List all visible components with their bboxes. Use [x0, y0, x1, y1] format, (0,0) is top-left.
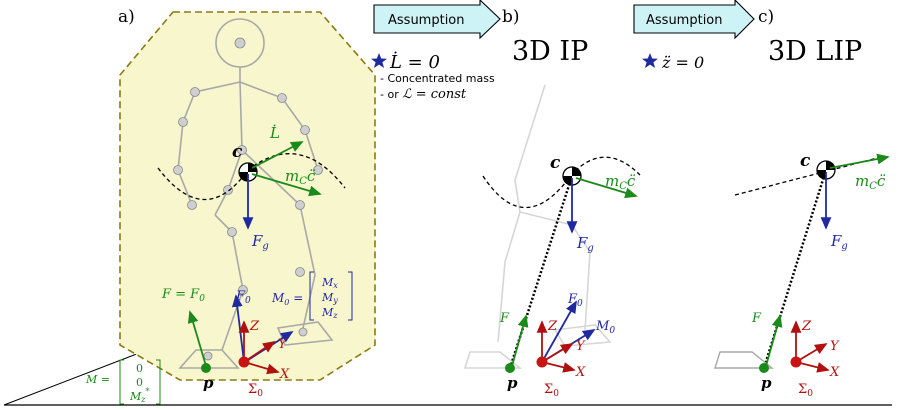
panel-b-label: b) [502, 7, 520, 27]
assumption-b-conditions: L̇ = 0 - Concentrated mass - or ℒ = cons… [371, 51, 495, 102]
assumption-b-bullet1: - Concentrated mass [380, 72, 495, 85]
assumption-b-condition: L̇ = 0 [389, 51, 440, 73]
m0-matrix-z: Mz [321, 306, 338, 320]
star-icon [371, 53, 387, 68]
assumption-arrow-1: Assumption [373, 0, 501, 40]
y-label-c: Y [830, 339, 840, 354]
sigma-label-b: Σ0 [544, 382, 559, 399]
m-matrix [119, 359, 161, 405]
z-label-a: Z [249, 319, 260, 334]
m-matrix-1: 0 [136, 376, 143, 389]
panel-c: c) 3D LIP c mCc̈ Fg F Z X Y Σ0 p [714, 7, 890, 399]
m0-eq-label: M0 = [271, 291, 303, 307]
y-axis-c [795, 343, 828, 363]
foot-c [714, 351, 774, 369]
panel-a: c L̇ mCc̈ Fg F = F0 F0 M0 = Mx My Mz Z X… [85, 7, 376, 405]
assumption-arrow-1-text: Assumption [388, 13, 465, 28]
ldot-label: L̇ [269, 124, 280, 142]
sigma-label-a: Σ0 [248, 382, 263, 399]
f-label-c: F [751, 311, 762, 326]
zmp-marker-c [759, 363, 769, 373]
f0-label-a: F0 [235, 289, 251, 306]
mc-accel-arrow-a [251, 173, 322, 197]
humanoid-robot [177, 18, 334, 369]
panel-b: b) 3D IP c mCc̈ Fg F F0 M0 Z X Y [463, 7, 641, 399]
y-axis-b [541, 343, 574, 363]
sigma-label-c: Σ0 [798, 382, 813, 399]
zmp-marker-a [201, 363, 211, 373]
y-label-b: Y [576, 339, 586, 354]
star-icon [642, 53, 658, 68]
zmp-marker-b [505, 363, 515, 373]
x-label-b: X [575, 365, 586, 380]
f0-label-b: F0 [567, 292, 583, 309]
m-matrix-2: Mz* [129, 387, 149, 404]
gravity-label-a: Fg [251, 232, 269, 252]
origin-marker-a [238, 356, 250, 368]
m0-matrix-x: Mx [321, 276, 338, 290]
m-eq-label: M = [85, 373, 110, 386]
z-label-b: Z [547, 319, 558, 334]
com-label-a: c [232, 142, 243, 162]
joint-markers [173, 37, 323, 361]
assumption-c-condition: z̈ = 0 [661, 53, 704, 72]
x-axis-a [243, 361, 280, 375]
assumption-c-conditions: z̈ = 0 [642, 53, 704, 72]
faded-leg-b [463, 84, 612, 369]
f-label-b: F [499, 311, 510, 326]
panel-c-title: 3D LIP [768, 36, 862, 67]
y-label-a: Y [278, 337, 288, 352]
m0-matrix-y: My [321, 291, 338, 305]
ldot-arrow [251, 141, 304, 169]
panel-c-label: c) [758, 7, 774, 27]
com-marker-b [562, 166, 582, 186]
m0-label-b: M0 [595, 319, 615, 336]
f-eq-f0-label: F = F0 [161, 287, 205, 304]
panel-b-title: 3D IP [512, 36, 588, 67]
f-eq-f0-arrow [187, 310, 207, 367]
gravity-label-c: Fg [830, 232, 848, 252]
zmp-label-b: p [507, 374, 518, 392]
mc-accel-arrow-c [829, 153, 890, 169]
assumption-arrow-2-text: Assumption [646, 13, 723, 28]
com-label-b: c [550, 153, 561, 173]
panel-a-label: a) [118, 7, 135, 27]
z-label-c: Z [801, 319, 812, 334]
f0-arrow-b [541, 300, 577, 363]
mc-accel-arrow-b [575, 177, 638, 199]
zmp-label-c: p [761, 374, 772, 392]
x-label-c: X [829, 365, 840, 380]
y-axis-a [243, 341, 276, 363]
origin-marker-c [790, 356, 802, 368]
m0-matrix [309, 271, 353, 321]
f-arrow-c [765, 314, 783, 367]
m-matrix-0: 0 [136, 362, 143, 375]
slope-line [3, 344, 161, 406]
com-label-c: c [800, 151, 811, 171]
assumption-arrow-2: Assumption [633, 0, 755, 40]
assumption-b-bullet2: - or ℒ = const [380, 87, 467, 102]
mc-accel-label-b: mCc̈ [605, 172, 636, 192]
f-arrow-b [511, 314, 529, 367]
origin-marker-b [536, 356, 548, 368]
mc-accel-label-c: mCc̈ [855, 172, 886, 192]
x-label-a: X [279, 367, 290, 382]
gravity-label-b: Fg [576, 234, 594, 254]
mc-accel-label-a: mCc̈ [285, 167, 316, 187]
zmp-label-a: p [203, 374, 214, 392]
